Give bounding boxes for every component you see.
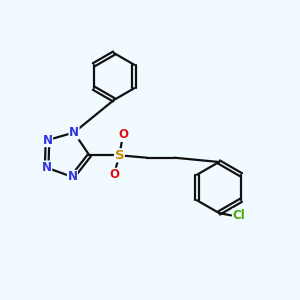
Text: N: N (43, 134, 52, 147)
Text: O: O (109, 168, 119, 181)
Text: N: N (42, 161, 52, 174)
Text: O: O (118, 128, 128, 141)
Text: N: N (69, 126, 79, 139)
Text: Cl: Cl (233, 209, 245, 222)
Text: N: N (68, 170, 77, 184)
Text: S: S (115, 149, 124, 162)
